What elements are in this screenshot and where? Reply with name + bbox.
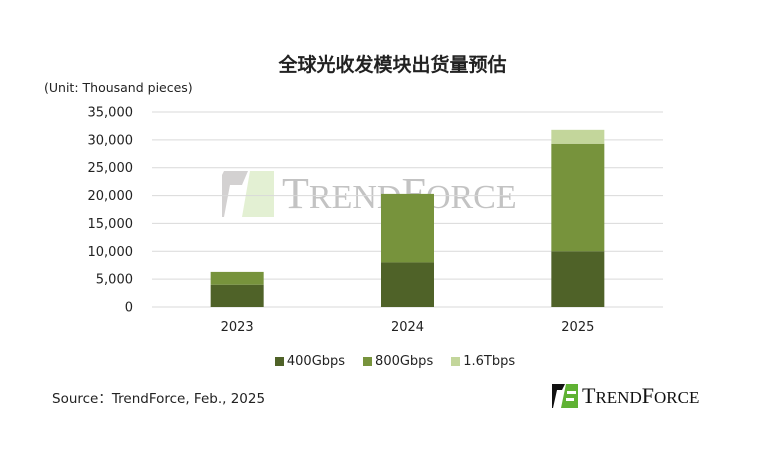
bar-400gbps-2023 (210, 284, 264, 307)
y-tick-label: 35,000 (88, 106, 134, 121)
trendforce-logo: TRENDFORCE (552, 383, 699, 409)
legend-label: 1.6Tbps (463, 354, 516, 369)
bar-400gbps-2025 (551, 251, 605, 307)
y-tick-label: 25,000 (88, 161, 134, 176)
legend-swatch (363, 357, 373, 366)
legend-label: 400Gbps (286, 354, 346, 369)
x-tick-label: 2023 (221, 320, 254, 335)
y-tick-label: 30,000 (88, 133, 134, 148)
legend: 400Gbps 800Gbps 1.6Tbps (0, 354, 770, 369)
y-tick-label: 20,000 (88, 189, 134, 204)
y-tick-label: 15,000 (88, 217, 134, 232)
bar-800gbps-2025 (551, 143, 605, 252)
legend-item-1-6tbps: 1.6Tbps (451, 354, 515, 369)
bar-800gbps-2023 (210, 271, 264, 285)
legend-item-400gbps: 400Gbps (274, 354, 346, 369)
bar-400gbps-2024 (381, 262, 434, 307)
legend-label: 800Gbps (375, 354, 434, 369)
x-tick-label: 2024 (391, 320, 424, 335)
trendforce-logo-icon (552, 384, 578, 408)
source-note: Source：TrendForce, Feb., 2025 (52, 391, 266, 407)
trendforce-watermark-icon (222, 170, 274, 217)
y-tick-label: 10,000 (88, 245, 134, 260)
chart-title: 全球光收发模块出货量预估 (278, 54, 507, 76)
legend-item-800gbps: 800Gbps (363, 354, 433, 369)
bar-1-6tbps-2025 (551, 129, 605, 144)
x-tick-label: 2025 (561, 320, 594, 335)
y-axis-unit-label: (Unit: Thousand pieces) (44, 80, 193, 95)
y-tick-label: 0 (125, 301, 133, 316)
legend-swatch (451, 357, 461, 366)
legend-swatch (274, 357, 284, 366)
bar-800gbps-2024 (381, 193, 434, 263)
y-tick-label: 5,000 (96, 273, 133, 288)
logo-text: TRENDFORCE (582, 383, 700, 408)
